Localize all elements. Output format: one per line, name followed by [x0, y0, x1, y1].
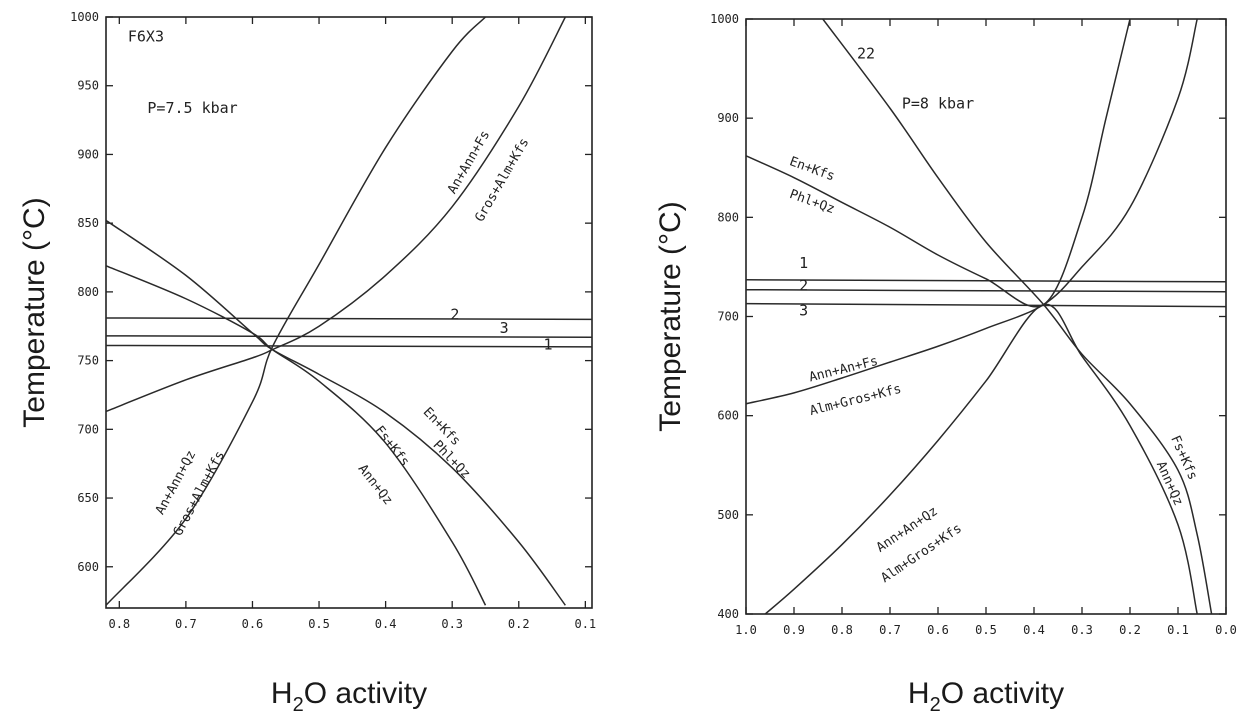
x-axis-label-sub: 2: [293, 694, 304, 712]
y-axis-label: Temperature (°C): [654, 201, 687, 431]
annotation-label: 1: [799, 254, 808, 272]
annotation-label: 22: [857, 45, 875, 63]
x-tick-label: 0.0: [1215, 623, 1237, 637]
y-tick-label: 800: [717, 210, 739, 224]
chart-left: 0.8 0.7 0.6 0.5 0.4 0.3 0.2 0.1 600 650 700 750 800 8…: [18, 10, 596, 712]
x-axis-label-rest: O activity: [941, 677, 1064, 710]
reaction-curve-5: [106, 17, 567, 413]
y-tick-label: 700: [77, 422, 99, 436]
x-tick-label: 0.2: [1119, 623, 1141, 637]
annotation-label: Alm+Gros+Kfs: [808, 382, 903, 419]
y-tick-label: 600: [717, 409, 739, 423]
x-tick-label: 0.5: [975, 623, 997, 637]
x-tick-label: 0.4: [375, 617, 397, 631]
x-axis-label-main: H: [908, 677, 930, 710]
x-axis-label-main: H: [271, 677, 293, 710]
x-tick-label: 1.0: [735, 623, 757, 637]
x-tick-label: 0.7: [879, 623, 901, 637]
annotation-label: En+Kfs: [787, 154, 836, 184]
annotation-label: P=7.5 kbar: [147, 99, 237, 117]
x-axis-label-rest: O activity: [304, 677, 427, 710]
y-tick-label: 900: [717, 111, 739, 125]
y-axis-label: Temperature (°C): [18, 197, 51, 427]
annotation-label: F6X3: [128, 28, 164, 46]
reaction-curve-3: [746, 302, 1226, 308]
reaction-curve-5: [822, 19, 1213, 614]
plot-frame: [105, 16, 593, 609]
reaction-curve-2: [106, 335, 592, 338]
y-tick-label: 400: [717, 607, 739, 621]
x-tick-label: 0.8: [831, 623, 853, 637]
y-tick-label: 650: [77, 491, 99, 505]
y-tick-label: 700: [717, 310, 739, 324]
x-axis-label: H2O activity: [271, 677, 427, 712]
y-tick-label: 900: [77, 147, 99, 161]
x-tick-label: 0.6: [242, 617, 264, 631]
x-tick-label: 0.1: [574, 617, 596, 631]
x-tick-label: 0.5: [308, 617, 330, 631]
y-tick-label: 950: [77, 79, 99, 93]
annotation-label: Phl+Qz: [787, 187, 836, 217]
y-tick-label: 500: [717, 508, 739, 522]
reaction-curve-6: [746, 19, 1198, 405]
reaction-curve-1: [106, 317, 592, 321]
x-tick-label: 0.4: [1023, 623, 1045, 637]
x-tick-label: 0.9: [783, 623, 805, 637]
annotation-label: 2: [799, 277, 808, 295]
reaction-curve-6: [106, 265, 487, 606]
x-tick-label: 0.7: [175, 617, 197, 631]
x-tick-label: 0.2: [508, 617, 530, 631]
x-axis-label-sub: 2: [930, 694, 941, 712]
y-tick-label: 800: [77, 285, 99, 299]
annotation-label: Ann+An+Fs: [808, 354, 880, 386]
y-tick-label: 1000: [70, 10, 99, 24]
x-tick-label: 0.3: [441, 617, 463, 631]
x-tick-label: 0.3: [1071, 623, 1093, 637]
reaction-curve-3: [106, 344, 592, 348]
annotation-label: 1: [544, 336, 553, 354]
reaction-curve-4: [746, 19, 1131, 308]
y-tick-label: 1000: [710, 12, 739, 26]
x-tick-label: 0.6: [927, 623, 949, 637]
plot-frame: [745, 18, 1227, 615]
annotation-label: 3: [799, 302, 808, 320]
annotation-label: P=8 kbar: [902, 94, 974, 112]
y-tick-label: 750: [77, 354, 99, 368]
x-tick-label: 0.1: [1167, 623, 1189, 637]
reaction-curve-1: [746, 279, 1226, 283]
annotation-label: 3: [500, 319, 509, 337]
reaction-curve-2: [746, 288, 1226, 293]
x-tick-label: 0.8: [108, 617, 130, 631]
y-tick-label: 600: [77, 560, 99, 574]
reaction-curve-7: [764, 303, 1198, 614]
annotation-label: 2: [450, 305, 459, 323]
reaction-curve-7: [106, 219, 566, 606]
reaction-curve-4: [106, 17, 487, 606]
x-axis-label: H2O activity: [908, 677, 1064, 712]
y-tick-label: 850: [77, 216, 99, 230]
